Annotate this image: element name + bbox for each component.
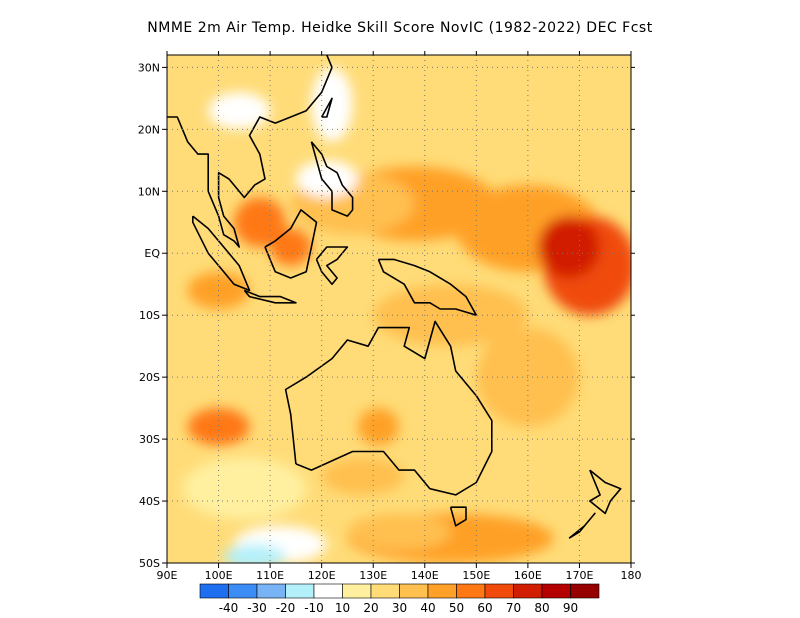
lon-tick-label: 160E [514, 569, 542, 582]
coastline [568, 512, 596, 539]
field-patch [357, 408, 399, 446]
colorbar-swatch [285, 583, 315, 599]
coastlines [167, 55, 622, 539]
colorbar-swatch [541, 583, 571, 599]
lon-tick-label: 170E [565, 569, 593, 582]
coastline [310, 141, 354, 217]
field-patch [234, 197, 286, 248]
lon-tick-label: 180 [621, 569, 642, 582]
lon-tick-label: 100E [205, 569, 233, 582]
colorbar-swatch [199, 583, 229, 599]
colorbar-swatch [313, 583, 343, 599]
longitude-axis: 90E 100E 110E 120E 130E 140E 150E 160E 170E 180 [157, 51, 642, 582]
lat-tick-label: 30N [138, 61, 160, 74]
colorbar-label: -30 [247, 601, 267, 615]
lon-tick-label: 90E [157, 569, 178, 582]
colorbar-swatch [228, 583, 258, 599]
lat-tick-label: 20N [138, 123, 160, 136]
colorbar-label: -40 [219, 601, 239, 615]
colorbar-label: 70 [506, 601, 521, 615]
lon-tick-label: 120E [308, 569, 336, 582]
lat-tick-label: 20S [139, 371, 160, 384]
latitude-axis: 30N 20N 10N EQ 10S 20S 30S 40S 50S [138, 61, 635, 570]
colorbar-swatch [513, 583, 543, 599]
lat-tick-label: 50S [139, 557, 160, 570]
field-patch [295, 160, 358, 198]
field-patch [182, 457, 307, 520]
field-patch [223, 544, 286, 563]
coastline [284, 320, 493, 496]
colorbar-label: 60 [477, 601, 492, 615]
coastline [449, 506, 467, 527]
coastline [377, 258, 478, 316]
lat-tick-label: 40S [139, 495, 160, 508]
lon-tick-label: 130E [359, 569, 387, 582]
plot-frame [166, 54, 632, 564]
field-patch [347, 513, 451, 551]
coastline [321, 97, 333, 118]
field-patch [270, 228, 312, 266]
colorbar-swatch [570, 583, 600, 599]
colorbar-swatch [342, 583, 372, 599]
coastline [264, 209, 318, 279]
colorbar-swatch [427, 583, 457, 599]
field-patch [321, 457, 405, 495]
coastline [243, 289, 297, 304]
colorbar-swatch [370, 583, 400, 599]
map-title: NMME 2m Air Temp. Heidke Skill Score Nov… [147, 20, 653, 36]
lat-tick-label: 10N [138, 185, 160, 198]
lat-tick-label: EQ [144, 247, 160, 260]
colorbar-label: -20 [276, 601, 296, 615]
coastline [589, 469, 622, 515]
colorbar-label: 80 [534, 601, 549, 615]
coastline [192, 215, 251, 292]
coastline [315, 246, 349, 285]
colorbar-label: 50 [449, 601, 464, 615]
colorbar-swatch [399, 583, 429, 599]
colorbar-swatch [484, 583, 514, 599]
colorbar-label: 10 [335, 601, 350, 615]
colorbar-label: 90 [563, 601, 578, 615]
lon-tick-label: 110E [256, 569, 284, 582]
field-patch [187, 408, 250, 446]
field-patch [383, 61, 570, 136]
colorbar-label: 30 [392, 601, 407, 615]
colorbar-label: 20 [363, 601, 378, 615]
colorbar: -40 -30 -20 -10 10 20 30 40 50 60 70 80 90 [199, 583, 600, 615]
lat-tick-label: 10S [139, 309, 160, 322]
skill-score-field [167, 55, 631, 563]
lon-tick-label: 150E [462, 569, 490, 582]
colorbar-swatch [456, 583, 486, 599]
lat-tick-label: 30S [139, 433, 160, 446]
colorbar-label: 40 [420, 601, 435, 615]
field-patch [208, 92, 271, 130]
lon-tick-label: 140E [411, 569, 439, 582]
field-patch [538, 216, 601, 279]
field-patch [311, 67, 353, 142]
colorbar-label: -10 [304, 601, 324, 615]
colorbar-swatch [256, 583, 286, 599]
